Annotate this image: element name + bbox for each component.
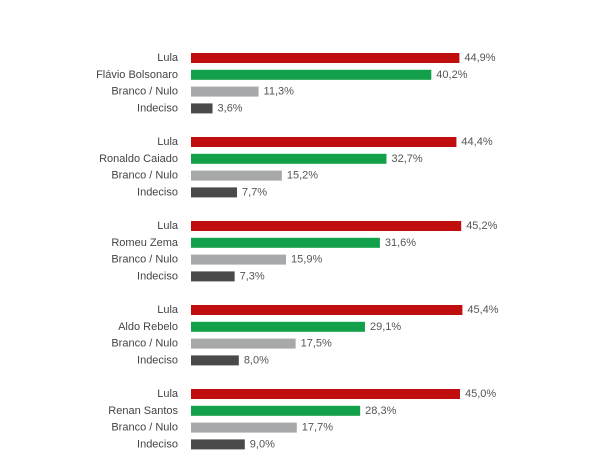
row-label-lula: Lula xyxy=(157,52,179,64)
value-label-branco-nulo: 11,3% xyxy=(264,86,295,98)
bar-branco-nulo xyxy=(191,86,259,97)
value-label-indeciso: 3,6% xyxy=(218,102,243,114)
matchup-group-5: Lula 45,0% Renan Santos 28,3% Branco / Nulo 1… xyxy=(108,388,496,450)
row-label-indeciso: Indeciso xyxy=(137,270,178,282)
row-label-renan-santos: Renan Santos xyxy=(108,405,178,417)
value-label-lula: 44,4% xyxy=(461,136,492,148)
row-label-branco-nulo: Branco / Nulo xyxy=(111,338,178,350)
bar-lula xyxy=(191,137,457,147)
bar-indeciso xyxy=(191,439,245,450)
matchup-group-4: Lula 45,4% Aldo Rebelo 29,1% Branco / Nulo 17… xyxy=(111,304,498,366)
bar-branco-nulo xyxy=(191,170,282,181)
value-label-branco-nulo: 15,2% xyxy=(287,170,318,182)
matchup-group-2: Lula 44,4% Ronaldo Caiado 32,7% Branco / Nul… xyxy=(99,136,493,198)
bar-indeciso xyxy=(191,103,213,114)
row-label-indeciso: Indeciso xyxy=(137,102,178,114)
row-label-lula: Lula xyxy=(157,220,179,232)
row-label-aldo-rebelo: Aldo Rebelo xyxy=(118,321,178,333)
bar-romeu-zema xyxy=(191,237,380,248)
bar-indeciso xyxy=(191,355,239,366)
bar-renan-santos xyxy=(191,405,361,416)
value-label-romeu-zema: 31,6% xyxy=(385,237,416,249)
bar-lula xyxy=(191,221,462,231)
value-label-indeciso: 9,0% xyxy=(250,438,275,450)
matchup-group-1: Lula 44,9% Flávio Bolsonaro 40,2% Branco / N… xyxy=(96,52,496,114)
value-label-branco-nulo: 15,9% xyxy=(291,254,322,266)
value-label-indeciso: 7,7% xyxy=(242,186,267,198)
value-label-indeciso: 8,0% xyxy=(244,354,269,366)
matchup-group-3: Lula 45,2% Romeu Zema 31,6% Branco / Nulo 15,… xyxy=(111,220,497,282)
value-label-lula: 45,2% xyxy=(466,220,497,232)
row-label-indeciso: Indeciso xyxy=(137,186,178,198)
row-label-branco-nulo: Branco / Nulo xyxy=(111,422,178,434)
bar-indeciso xyxy=(191,271,235,282)
row-label-indeciso: Indeciso xyxy=(137,354,178,366)
value-label-aldo-rebelo: 29,1% xyxy=(370,321,401,333)
bar-lula xyxy=(191,389,460,399)
row-label-ronaldo-caiado: Ronaldo Caiado xyxy=(99,153,178,165)
value-label-flavio-bolsonaro: 40,2% xyxy=(436,69,467,81)
row-label-lula: Lula xyxy=(157,388,179,400)
value-label-lula: 45,4% xyxy=(467,304,498,316)
value-label-ronaldo-caiado: 32,7% xyxy=(391,153,422,165)
value-label-renan-santos: 28,3% xyxy=(365,405,396,417)
bar-lula xyxy=(191,305,463,315)
row-label-indeciso: Indeciso xyxy=(137,438,178,450)
bar-branco-nulo xyxy=(191,338,296,349)
bar-branco-nulo xyxy=(191,422,297,433)
bar-aldo-rebelo xyxy=(191,321,365,332)
row-label-branco-nulo: Branco / Nulo xyxy=(111,170,178,182)
row-label-lula: Lula xyxy=(157,136,179,148)
bar-branco-nulo xyxy=(191,254,287,265)
bar-ronaldo-caiado xyxy=(191,153,387,164)
value-label-lula: 44,9% xyxy=(464,52,495,64)
row-label-branco-nulo: Branco / Nulo xyxy=(111,254,178,266)
value-label-lula: 45,0% xyxy=(465,388,496,400)
row-label-lula: Lula xyxy=(157,304,179,316)
row-label-flavio-bolsonaro: Flávio Bolsonaro xyxy=(96,69,178,81)
bar-indeciso xyxy=(191,187,238,198)
bar-flavio-bolsonaro xyxy=(191,69,432,80)
value-label-indeciso: 7,3% xyxy=(240,270,265,282)
value-label-branco-nulo: 17,7% xyxy=(302,422,333,434)
row-label-branco-nulo: Branco / Nulo xyxy=(111,86,178,98)
row-label-romeu-zema: Romeu Zema xyxy=(111,237,179,249)
bar-lula xyxy=(191,53,460,63)
value-label-branco-nulo: 17,5% xyxy=(301,338,332,350)
